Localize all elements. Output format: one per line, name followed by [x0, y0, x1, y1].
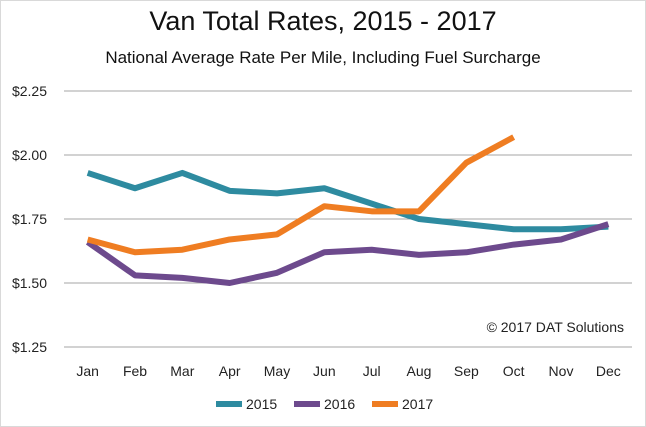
series-line-2015 — [86, 169, 609, 233]
x-tick-label: Dec — [596, 363, 621, 379]
y-tick-label: $2.00 — [12, 147, 47, 163]
legend-label-2017: 2017 — [402, 396, 433, 412]
series-lines — [85, 134, 610, 286]
copyright-annotation: © 2017 DAT Solutions — [487, 319, 624, 335]
y-tick-label: $1.50 — [12, 275, 47, 291]
x-tick-label: Mar — [170, 363, 194, 379]
x-tick-label: Aug — [407, 363, 432, 379]
series-line-2016 — [85, 221, 610, 286]
x-tick-label: Jan — [76, 363, 99, 379]
x-tick-label: Jul — [363, 363, 381, 379]
x-tick-label: Feb — [123, 363, 147, 379]
x-axis: Jan Feb Mar Apr May Jun Jul Aug Sep Oct Nov Dec — [76, 363, 620, 379]
x-tick-label: Nov — [549, 363, 574, 379]
grid-lines — [64, 90, 632, 348]
y-tick-label: $1.75 — [12, 211, 47, 227]
legend: 2015 2016 2017 — [216, 396, 433, 412]
x-tick-label: Oct — [503, 363, 525, 379]
x-tick-label: Jun — [313, 363, 336, 379]
y-tick-label: $2.25 — [12, 83, 47, 99]
x-tick-label: Apr — [219, 363, 241, 379]
legend-label-2015: 2015 — [246, 396, 277, 412]
chart-subtitle: National Average Rate Per Mile, Includin… — [105, 48, 541, 67]
chart-title: Van Total Rates, 2015 - 2017 — [149, 6, 497, 36]
x-tick-label: May — [264, 363, 290, 379]
y-axis: $1.25 $1.50 $1.75 $2.00 $2.25 — [12, 83, 47, 355]
y-tick-label: $1.25 — [12, 339, 47, 355]
series-line-2017 — [86, 134, 516, 256]
legend-label-2016: 2016 — [324, 396, 355, 412]
x-tick-label: Sep — [454, 363, 479, 379]
